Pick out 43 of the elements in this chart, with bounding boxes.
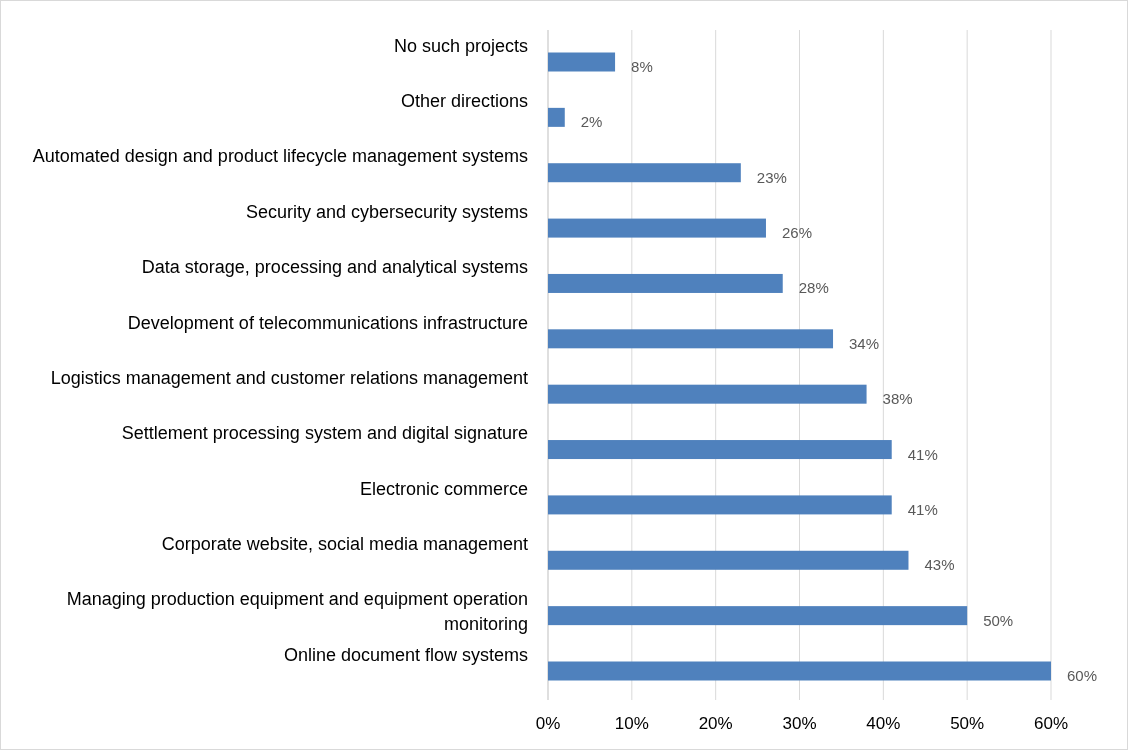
y-tick-label: Development of telecommunications infrastructure — [127, 312, 528, 333]
bar — [548, 163, 741, 183]
x-tick-label: 50% — [950, 714, 985, 734]
bar — [548, 606, 968, 626]
bar — [548, 107, 565, 127]
data-label: 23% — [756, 168, 787, 186]
data-label: 41% — [907, 445, 938, 463]
y-tick-label: Corporate website, social media management — [161, 534, 528, 555]
x-tick-label: 40% — [866, 714, 901, 734]
bar — [548, 384, 867, 404]
bar — [548, 52, 616, 72]
x-tick-label: 60% — [1033, 714, 1069, 734]
y-tick-label: Security and cybersecurity systems — [245, 201, 528, 222]
bar — [548, 495, 892, 515]
bar — [548, 329, 834, 349]
bar — [548, 440, 892, 460]
x-tick-label: 20% — [698, 714, 733, 734]
x-tick-label: 30% — [782, 714, 817, 734]
bar — [548, 273, 783, 293]
y-tick-label: Logistics management and customer relations management — [50, 367, 528, 388]
y-tick-label: Automated design and product lifecycle management systems — [32, 146, 528, 167]
bar — [548, 550, 909, 570]
x-tick-label: 0% — [535, 714, 561, 734]
data-label: 8% — [631, 57, 653, 75]
data-label: 2% — [580, 113, 603, 131]
bar — [548, 661, 1051, 681]
data-label: 60% — [1067, 666, 1098, 684]
data-label: 26% — [781, 224, 812, 242]
x-tick-label: 10% — [614, 714, 649, 734]
y-tick-label: Managing production equipment and equipment operation monitoring — [66, 589, 528, 635]
data-label: 34% — [849, 334, 880, 352]
y-tick-label: Data storage, processing and analytical systems — [141, 257, 528, 278]
data-label: 43% — [924, 556, 955, 574]
y-tick-label: No such projects — [393, 35, 528, 56]
y-tick-label: Online document flow systems — [283, 644, 528, 665]
y-tick-label: Settlement processing system and digital signature — [121, 423, 528, 444]
data-label: 38% — [882, 390, 913, 408]
y-tick-label: Other directions — [400, 91, 528, 112]
data-label: 50% — [983, 611, 1014, 629]
data-label: 28% — [798, 279, 829, 297]
y-tick-label: Electronic commerce — [359, 478, 528, 499]
bar — [548, 218, 766, 238]
data-label: 41% — [907, 500, 938, 518]
